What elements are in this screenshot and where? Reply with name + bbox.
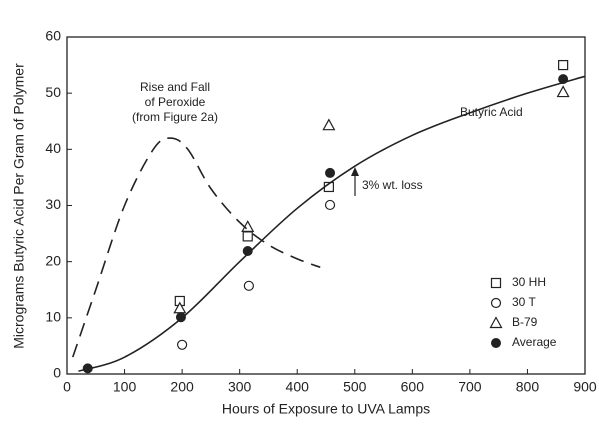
marker-circle — [324, 199, 336, 211]
dashed-curve — [71, 137, 321, 358]
y-axis-label: Micrograms Butyric Acid Per Gram of Poly… — [11, 63, 27, 349]
marker-square — [242, 231, 253, 242]
x-tick-label: 100 — [113, 379, 137, 395]
annotation: Rise and Fall — [140, 80, 210, 94]
fit-curve — [78, 75, 586, 372]
curve-label: Butyric Acid — [460, 105, 523, 119]
x-tick-label: 500 — [343, 379, 367, 395]
marker-filled-circle — [175, 312, 186, 323]
x-tick-label: 700 — [458, 379, 482, 395]
x-tick-label: 300 — [228, 379, 252, 395]
y-tick-label: 0 — [53, 365, 61, 381]
marker-triangle — [489, 316, 503, 329]
marker-filled-circle — [242, 245, 253, 256]
x-tick-label: 0 — [63, 379, 71, 395]
y-tick-label: 50 — [45, 84, 61, 100]
legend-label: 30 HH — [512, 275, 546, 289]
legend-label: B-79 — [512, 315, 538, 329]
annotation: 3% wt. loss — [362, 178, 423, 192]
x-tick-label: 800 — [516, 379, 540, 395]
x-tick-label: 600 — [401, 379, 425, 395]
x-tick-label: 200 — [170, 379, 194, 395]
marker-square — [490, 277, 502, 289]
marker-circle — [243, 280, 254, 291]
marker-filled-circle — [325, 167, 336, 178]
y-tick-label: 20 — [45, 252, 61, 268]
marker-circle — [490, 297, 502, 309]
annotation: (from Figure 2a) — [132, 110, 218, 124]
marker-circle — [177, 339, 188, 350]
x-tick-label: 400 — [286, 379, 310, 395]
y-tick-label: 40 — [45, 140, 61, 156]
y-tick-label: 60 — [45, 28, 61, 44]
x-axis-label: Hours of Exposure to UVA Lamps — [222, 401, 430, 417]
annotation-arrowhead — [351, 167, 359, 176]
marker-triangle — [556, 85, 570, 98]
legend-label: Average — [512, 335, 557, 349]
marker-square — [558, 59, 569, 71]
marker-triangle — [322, 118, 336, 131]
y-tick-label: 10 — [45, 309, 61, 325]
x-tick-label: 900 — [573, 379, 597, 395]
y-tick-label: 30 — [45, 196, 61, 212]
marker-filled-circle — [491, 338, 501, 348]
annotation: of Peroxide — [145, 95, 206, 109]
legend-label: 30 T — [512, 295, 536, 309]
